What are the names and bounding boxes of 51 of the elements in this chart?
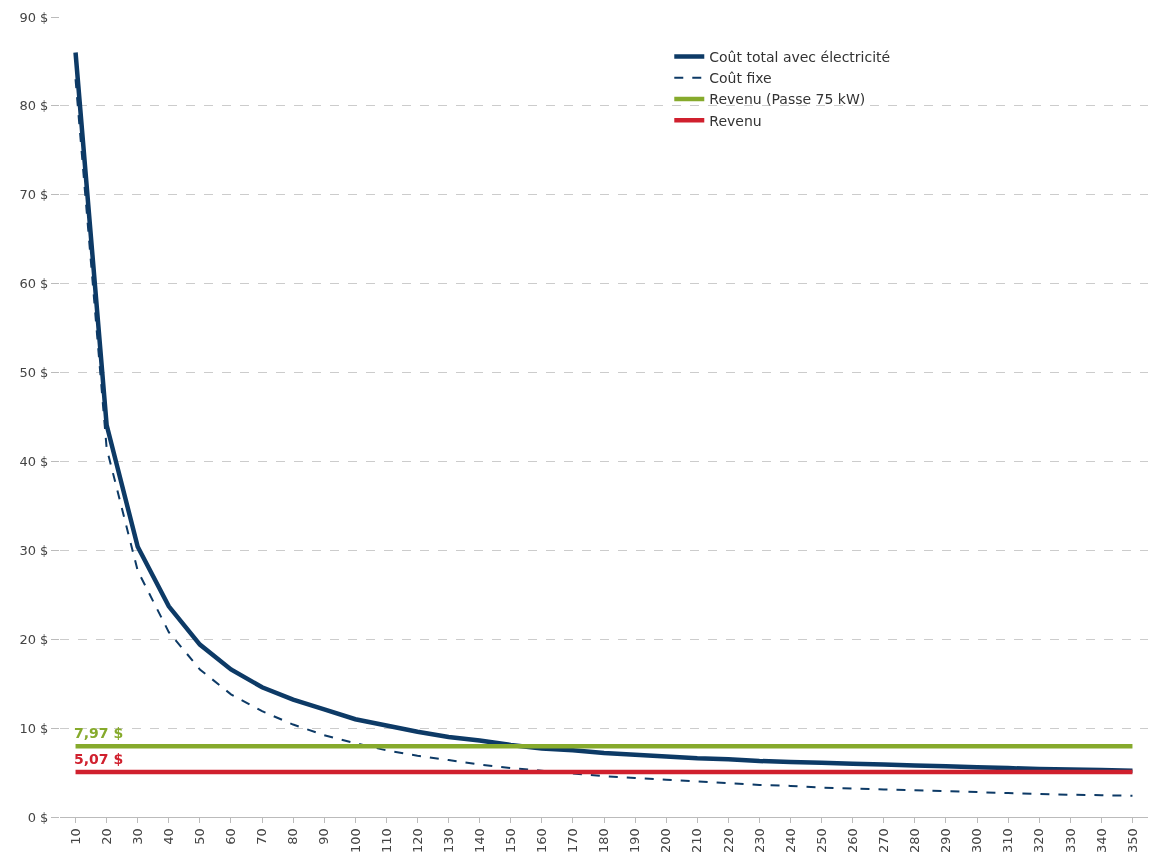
x-tick-label: 150 bbox=[502, 828, 518, 854]
x-tick-label: 160 bbox=[534, 828, 550, 854]
x-tick-label: 180 bbox=[596, 828, 612, 854]
x-tick-label: 50 bbox=[192, 828, 208, 845]
x-tick-label: 60 bbox=[223, 828, 239, 845]
x-tick-label: 130 bbox=[440, 828, 456, 854]
legend-label: Revenu (Passe 75 kW) bbox=[709, 91, 866, 108]
x-tick-label: 230 bbox=[751, 828, 767, 854]
x-tick-label: 40 bbox=[161, 828, 177, 845]
x-tick-label: 280 bbox=[907, 828, 923, 854]
y-tick-label: 10 $ bbox=[19, 720, 49, 736]
x-tick-label: 340 bbox=[1093, 828, 1109, 854]
x-tick-label: 300 bbox=[969, 828, 985, 854]
legend-label: Revenu bbox=[709, 112, 762, 129]
x-tick-label: 320 bbox=[1031, 828, 1047, 854]
y-tick-label: 30 $ bbox=[19, 542, 49, 558]
data-label: 7,97 $ bbox=[74, 725, 124, 741]
y-tick-label: 50 $ bbox=[19, 365, 49, 381]
legend-label: Coût total avec électricité bbox=[709, 49, 891, 66]
x-tick-label: 20 bbox=[98, 828, 114, 845]
x-tick-label: 260 bbox=[844, 828, 860, 854]
x-tick-label: 110 bbox=[378, 828, 394, 854]
x-tick-label: 120 bbox=[409, 828, 425, 854]
x-tick-label: 330 bbox=[1062, 828, 1078, 854]
x-tick-label: 270 bbox=[875, 828, 891, 854]
x-tick-label: 200 bbox=[658, 828, 674, 854]
x-tick-label: 220 bbox=[720, 828, 736, 854]
legend-label: Coût fixe bbox=[709, 70, 772, 87]
x-tick-label: 240 bbox=[782, 828, 798, 854]
data-label: 5,07 $ bbox=[74, 751, 124, 767]
x-tick-label: 90 bbox=[316, 828, 332, 845]
y-tick-label: 80 $ bbox=[19, 98, 49, 114]
x-tick-label: 30 bbox=[129, 828, 145, 845]
y-tick-label: 20 $ bbox=[19, 631, 49, 647]
y-tick-label: 0 $ bbox=[27, 809, 49, 825]
x-tick-label: 290 bbox=[938, 828, 954, 854]
x-tick-label: 100 bbox=[347, 828, 363, 854]
x-tick-label: 10 bbox=[67, 828, 83, 845]
y-tick-label: 70 $ bbox=[19, 187, 49, 203]
x-tick-label: 170 bbox=[565, 828, 581, 854]
x-tick-label: 310 bbox=[1000, 828, 1016, 854]
x-tick-label: 70 bbox=[254, 828, 270, 845]
x-tick-label: 190 bbox=[627, 828, 643, 854]
y-tick-label: 40 $ bbox=[19, 453, 49, 469]
y-tick-label: 90 $ bbox=[19, 9, 49, 25]
x-tick-label: 210 bbox=[689, 828, 705, 854]
y-tick-label: 60 $ bbox=[19, 276, 49, 292]
x-tick-label: 350 bbox=[1124, 828, 1140, 854]
x-tick-label: 80 bbox=[285, 828, 301, 845]
x-tick-label: 140 bbox=[471, 828, 487, 854]
x-tick-label: 250 bbox=[813, 828, 829, 854]
